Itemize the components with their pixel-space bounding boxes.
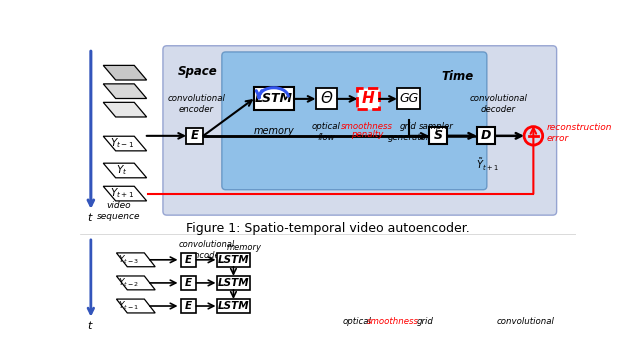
Text: $Y_{t-3}$: $Y_{t-3}$	[118, 253, 140, 266]
Text: $Y_t$: $Y_t$	[116, 163, 127, 177]
Text: optical: optical	[343, 317, 372, 326]
Text: $Y_{t+1}$: $Y_{t+1}$	[110, 186, 134, 200]
Text: smoothness: smoothness	[340, 122, 393, 131]
Text: grid: grid	[417, 317, 433, 326]
FancyBboxPatch shape	[477, 127, 495, 144]
Text: video
sequence: video sequence	[97, 201, 141, 222]
FancyBboxPatch shape	[397, 88, 420, 109]
Text: LSTM: LSTM	[255, 92, 292, 105]
Text: $Y_{t-1}$: $Y_{t-1}$	[118, 299, 140, 312]
Text: Space: Space	[178, 65, 218, 78]
Polygon shape	[116, 253, 155, 267]
Text: $\tilde{Y}_{t+1}$: $\tilde{Y}_{t+1}$	[476, 156, 499, 173]
Text: Time: Time	[442, 70, 474, 83]
Polygon shape	[116, 276, 155, 290]
Text: grid
generator: grid generator	[387, 122, 430, 142]
Text: LSTM: LSTM	[218, 278, 249, 288]
Polygon shape	[116, 299, 155, 313]
Text: GG: GG	[399, 92, 418, 105]
Text: smoothness: smoothness	[367, 317, 419, 326]
Polygon shape	[103, 136, 147, 151]
Text: sampler: sampler	[419, 122, 454, 131]
FancyBboxPatch shape	[217, 299, 250, 313]
Text: memory: memory	[227, 243, 262, 252]
Text: S: S	[433, 129, 442, 142]
Text: E: E	[191, 129, 198, 142]
FancyBboxPatch shape	[180, 253, 196, 267]
FancyBboxPatch shape	[429, 127, 447, 144]
Text: $t$: $t$	[88, 319, 94, 331]
FancyBboxPatch shape	[222, 52, 487, 190]
FancyBboxPatch shape	[358, 88, 379, 109]
FancyBboxPatch shape	[316, 88, 337, 109]
Text: convolutional
encoder: convolutional encoder	[178, 240, 234, 260]
Polygon shape	[103, 102, 147, 117]
Polygon shape	[103, 163, 147, 178]
Text: H: H	[362, 91, 374, 106]
Text: Figure 1: Spatio-temporal video autoencoder.: Figure 1: Spatio-temporal video autoenco…	[186, 222, 470, 235]
Text: LSTM: LSTM	[218, 255, 249, 265]
Text: E: E	[185, 301, 192, 311]
Text: E: E	[185, 278, 192, 288]
FancyBboxPatch shape	[217, 253, 250, 267]
Text: convolutional
encoder: convolutional encoder	[167, 94, 225, 114]
Text: convolutional
decoder: convolutional decoder	[470, 94, 527, 114]
FancyBboxPatch shape	[253, 87, 294, 110]
Text: D: D	[481, 129, 492, 142]
Text: E: E	[185, 255, 192, 265]
Text: LSTM: LSTM	[218, 301, 249, 311]
Polygon shape	[103, 186, 147, 201]
Text: memory: memory	[253, 126, 294, 136]
Text: $t$: $t$	[88, 211, 94, 223]
Text: optical
flow: optical flow	[312, 122, 341, 142]
Text: $Y_{t-2}$: $Y_{t-2}$	[118, 276, 140, 289]
Polygon shape	[103, 84, 147, 98]
Text: convolutional: convolutional	[497, 317, 555, 326]
FancyBboxPatch shape	[186, 128, 204, 144]
Text: reconstruction
error: reconstruction error	[547, 123, 612, 143]
Text: $Y_{t-1}$: $Y_{t-1}$	[110, 136, 134, 150]
FancyBboxPatch shape	[180, 299, 196, 313]
Text: Θ: Θ	[321, 91, 332, 106]
FancyBboxPatch shape	[163, 46, 557, 215]
FancyBboxPatch shape	[180, 276, 196, 290]
Text: penalty: penalty	[351, 130, 383, 139]
FancyBboxPatch shape	[217, 276, 250, 290]
Polygon shape	[103, 66, 147, 80]
